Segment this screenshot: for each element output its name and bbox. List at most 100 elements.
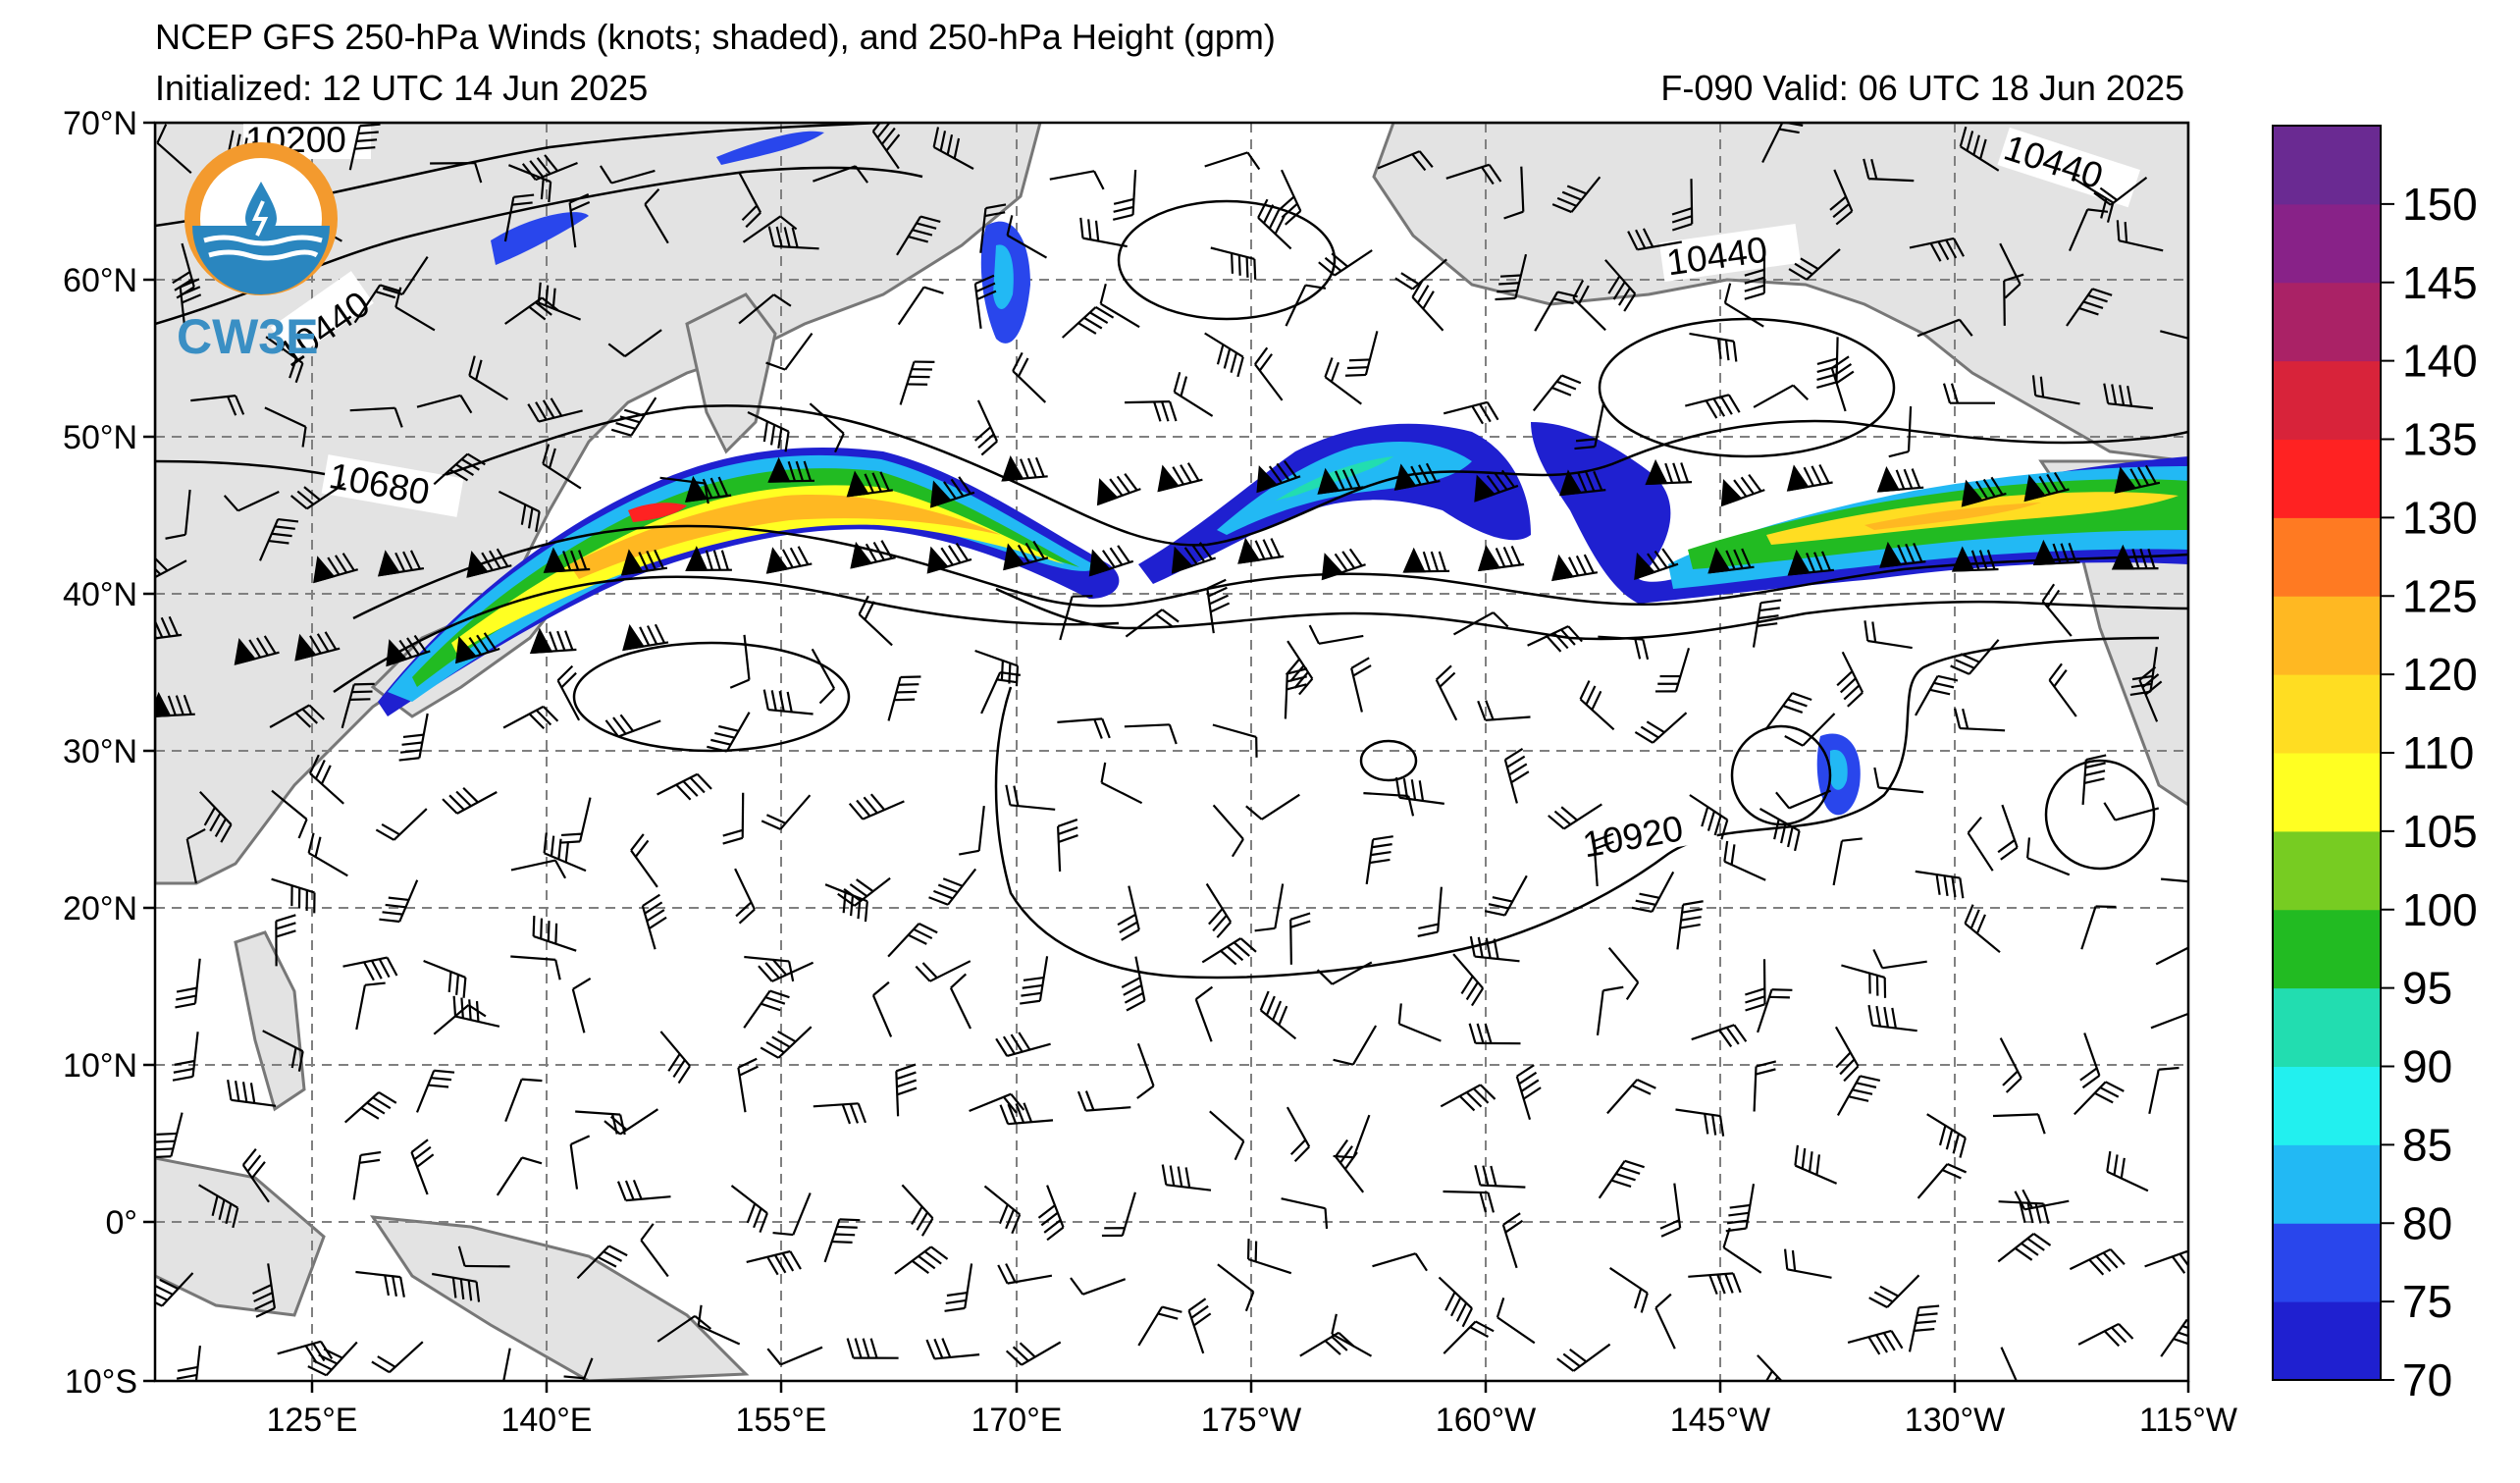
wind-barb [1527,625,1583,653]
wind-barb [1745,959,1766,1012]
wind-barb [1501,1212,1524,1269]
wind-barb [1868,1274,1920,1308]
wind-barb [742,215,798,243]
colorbar-tick-label: 105 [2402,806,2478,857]
wind-barb [1397,1003,1442,1042]
wind-barb [887,675,921,721]
wind-barb [850,540,896,569]
wind-barb [2116,220,2164,252]
wind-barb [1284,667,1308,719]
wind-barb [738,172,762,229]
wind-barb [199,791,233,843]
wind-barb [415,1069,455,1113]
wind-barb [999,1102,1054,1126]
wind-barb [571,977,592,1033]
wind-barb [1685,394,1741,419]
wind-barb [2023,471,2070,503]
wind-barb [929,476,975,508]
land-asia [155,123,1042,885]
wind-barb [2161,877,2188,884]
wind-barb [504,296,559,325]
wind-barb [185,827,206,884]
wind-barb [2081,754,2107,805]
wind-barb [1286,1106,1311,1163]
wind-barb [607,329,662,357]
wind-barb [1722,1227,1762,1274]
wind-barb [1959,126,2000,172]
wind-barb [1209,1110,1245,1161]
colorbar-swatch [2273,674,2381,754]
wind-barb [307,832,348,877]
wind-barb [457,1245,510,1268]
wind-barb [811,648,836,705]
colorbar-swatch [2273,830,2381,911]
wind-barb [1634,548,1679,581]
wind-barb [1194,985,1214,1042]
wind-barb [175,958,201,1009]
wind-barb [766,1346,823,1366]
wind-barb [1654,1293,1676,1350]
wind-barb [1237,537,1285,564]
colorbar-swatch [2273,360,2381,440]
wind-barb [1411,279,1444,332]
wind-barb [307,1341,358,1377]
wind-barb [398,713,429,762]
wind-barb [722,792,745,845]
wind-barb [1607,946,1640,1000]
wind-barb [1474,1164,1526,1189]
wind-barb [979,203,1007,253]
lat-label-40n: 40°N [63,576,137,613]
wind-barb [342,956,398,981]
wind-barb [2155,942,2188,966]
wind-barb [1317,467,1364,495]
wind-barb [2114,464,2161,494]
wind-barb [1173,371,1214,417]
wind-barb [1879,541,1926,568]
wind-barb [2148,1066,2179,1115]
wind-barb [1474,469,1519,503]
lat-label-10n: 10°N [63,1047,137,1085]
wind-barb [1443,1190,1496,1213]
height-contours [155,123,2188,980]
wind-barb [1606,1078,1656,1115]
wind-barb [241,1147,270,1203]
wind-barb [2000,1347,2021,1381]
wind-barb [1604,259,1637,312]
wind-barb [1876,466,1924,493]
wind-barb [1037,1185,1065,1242]
wind-barb [1915,674,1959,716]
wind-barb [973,274,997,329]
lat-label-50n: 50°N [63,419,137,456]
wind-barb [1245,793,1300,821]
wind-barb [468,355,508,400]
wind-barb [1574,401,1605,450]
colorbar-tick-label: 100 [2402,884,2478,935]
wind-barb [377,550,425,577]
wind-barb [2069,1247,2126,1276]
wind-barb [176,1345,201,1381]
wind-barb [858,595,893,647]
wind-barb [1954,708,2006,732]
land-new-guinea [369,1215,750,1381]
latitude-labels: 70°N 60°N 50°N 40°N 30°N 20°N 10°N 0° 10… [63,105,137,1401]
wind-barb [2077,1322,2134,1348]
wind-barb [656,772,712,801]
colorbar-tick-label: 130 [2402,492,2478,543]
wind-barb [527,397,583,423]
wind-barb [348,123,381,171]
wind-barb [2041,583,2073,637]
wind-barb [1916,1162,1968,1199]
wind-barb [813,1102,867,1125]
lat-label-10s: 10°S [65,1363,137,1401]
wind-barb [1786,464,1833,492]
wind-barb [772,1192,812,1237]
wind-barb [410,1139,435,1195]
wind-barb [610,397,657,437]
wind-barb [2066,288,2113,327]
wind-barb [1254,883,1285,932]
lon-label-175w: 175°W [1201,1402,1301,1439]
wind-barb [1832,837,1863,886]
wind-barb [620,549,668,576]
wind-barb [1005,1341,1062,1366]
wind-barb [1099,284,1140,329]
